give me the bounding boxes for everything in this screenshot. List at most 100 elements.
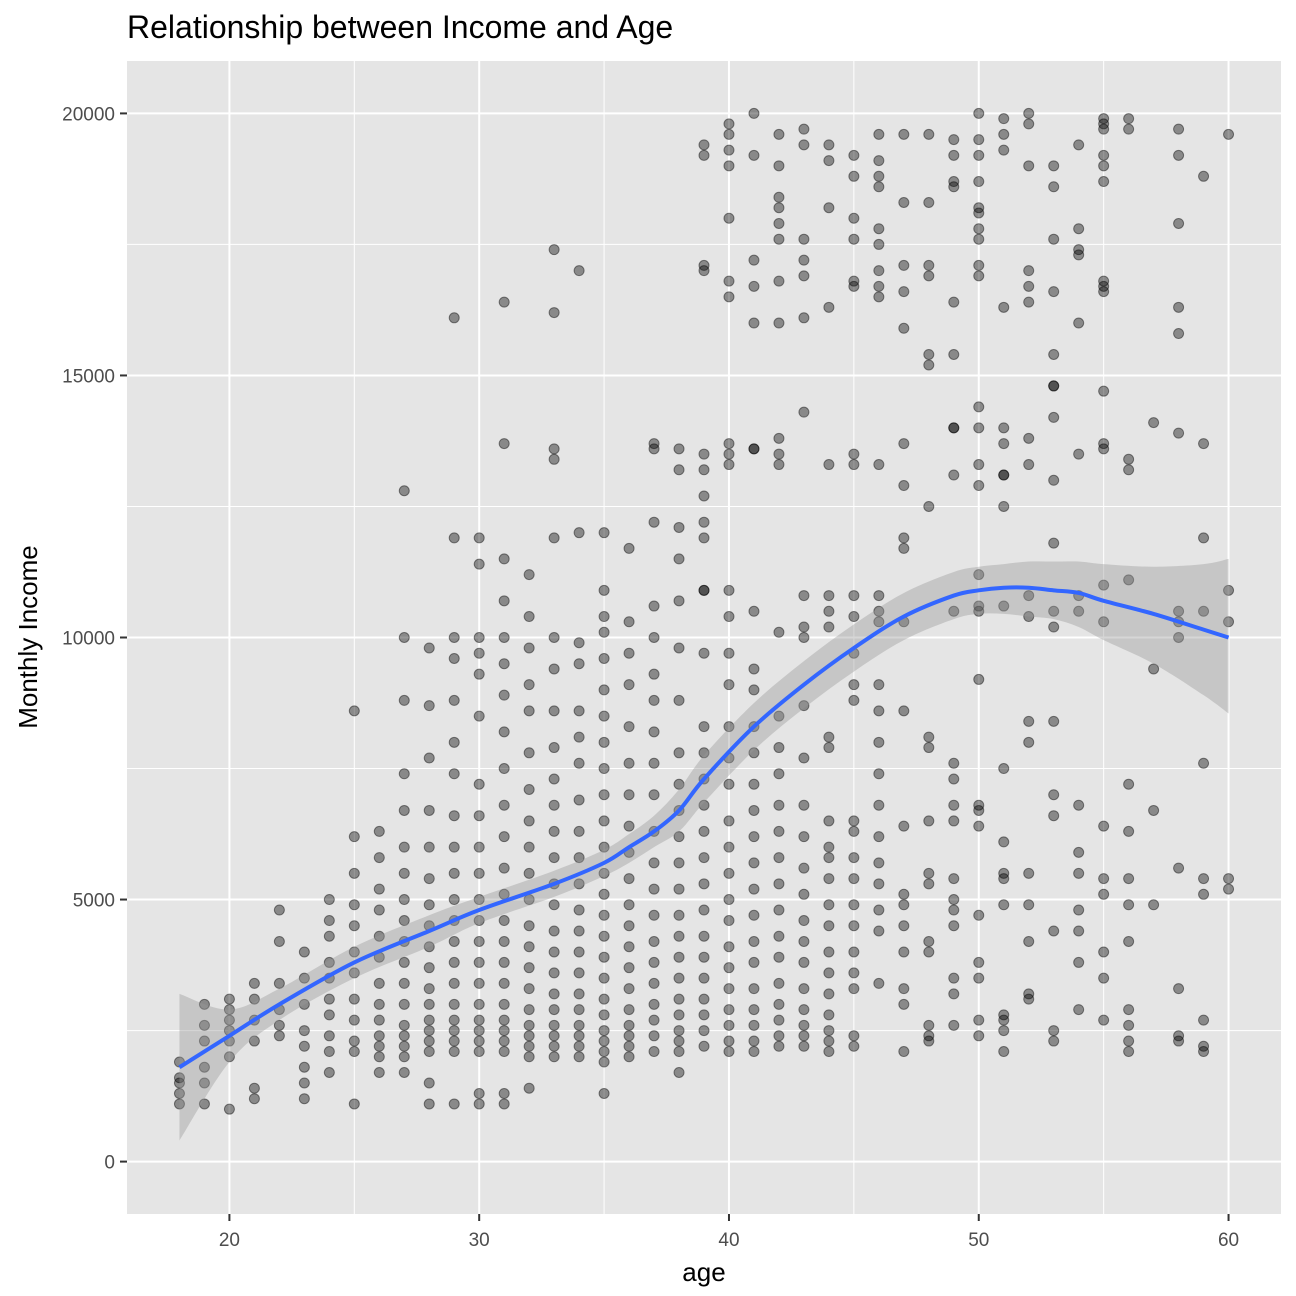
data-point bbox=[698, 149, 710, 161]
x-axis-title: age bbox=[682, 1257, 725, 1287]
data-point bbox=[648, 1046, 660, 1058]
data-point bbox=[1123, 1035, 1135, 1047]
data-point bbox=[848, 590, 860, 602]
data-point bbox=[298, 946, 310, 958]
data-point bbox=[998, 438, 1010, 450]
data-point bbox=[398, 1051, 410, 1063]
data-point bbox=[223, 993, 235, 1005]
data-point bbox=[723, 983, 735, 995]
data-point bbox=[498, 935, 510, 947]
data-point bbox=[1148, 899, 1160, 911]
data-point bbox=[273, 904, 285, 916]
data-point bbox=[273, 1030, 285, 1042]
data-point bbox=[473, 1035, 485, 1047]
data-point bbox=[323, 894, 335, 906]
data-point bbox=[648, 935, 660, 947]
data-point bbox=[448, 736, 460, 748]
data-point bbox=[1148, 663, 1160, 675]
data-point bbox=[798, 123, 810, 135]
data-point bbox=[723, 275, 735, 287]
data-point bbox=[1098, 820, 1110, 832]
data-point bbox=[848, 149, 860, 161]
data-point bbox=[648, 694, 660, 706]
data-point bbox=[398, 768, 410, 780]
data-point bbox=[323, 1066, 335, 1078]
data-point bbox=[873, 904, 885, 916]
data-point bbox=[698, 1040, 710, 1052]
data-point bbox=[373, 904, 385, 916]
data-point bbox=[448, 977, 460, 989]
data-point bbox=[348, 867, 360, 879]
major-gridlines bbox=[127, 61, 1281, 1214]
data-point bbox=[723, 584, 735, 596]
data-point bbox=[523, 569, 535, 581]
data-point bbox=[723, 647, 735, 659]
data-point bbox=[698, 584, 710, 596]
data-point bbox=[1048, 789, 1060, 801]
data-point bbox=[673, 694, 685, 706]
data-point bbox=[748, 1019, 760, 1031]
data-point bbox=[698, 852, 710, 864]
data-point bbox=[598, 652, 610, 664]
data-point bbox=[873, 616, 885, 628]
data-point bbox=[848, 825, 860, 837]
data-point bbox=[923, 500, 935, 512]
data-point bbox=[573, 794, 585, 806]
data-point bbox=[748, 857, 760, 869]
data-point bbox=[773, 825, 785, 837]
data-point bbox=[1198, 532, 1210, 544]
data-point bbox=[798, 799, 810, 811]
data-point bbox=[973, 909, 985, 921]
data-point bbox=[1048, 810, 1060, 822]
data-point bbox=[923, 867, 935, 879]
data-point bbox=[598, 626, 610, 638]
data-point bbox=[798, 621, 810, 633]
data-point bbox=[948, 972, 960, 984]
data-point bbox=[723, 815, 735, 827]
data-point bbox=[1073, 223, 1085, 235]
data-point bbox=[473, 532, 485, 544]
data-point bbox=[898, 197, 910, 209]
data-point bbox=[1073, 799, 1085, 811]
data-point bbox=[773, 977, 785, 989]
data-point bbox=[1073, 249, 1085, 261]
data-point bbox=[673, 595, 685, 607]
data-point bbox=[923, 270, 935, 282]
data-point bbox=[323, 1046, 335, 1058]
data-point bbox=[473, 647, 485, 659]
data-point bbox=[948, 1019, 960, 1031]
data-point bbox=[723, 915, 735, 927]
data-point bbox=[573, 988, 585, 1000]
data-point bbox=[823, 605, 835, 617]
data-point bbox=[673, 1025, 685, 1037]
data-point bbox=[998, 1025, 1010, 1037]
data-point bbox=[498, 553, 510, 565]
data-point bbox=[423, 804, 435, 816]
data-point bbox=[823, 1035, 835, 1047]
data-point bbox=[948, 920, 960, 932]
data-point bbox=[898, 438, 910, 450]
data-point bbox=[1098, 579, 1110, 591]
data-point bbox=[1048, 621, 1060, 633]
data-point bbox=[798, 956, 810, 968]
data-point bbox=[1098, 118, 1110, 130]
data-point bbox=[748, 909, 760, 921]
data-point bbox=[1073, 867, 1085, 879]
data-point bbox=[948, 176, 960, 188]
data-point bbox=[673, 747, 685, 759]
data-point bbox=[1123, 1019, 1135, 1031]
data-point bbox=[398, 1019, 410, 1031]
data-point bbox=[398, 1030, 410, 1042]
data-point bbox=[598, 1009, 610, 1021]
data-point bbox=[873, 238, 885, 250]
data-point bbox=[748, 107, 760, 119]
data-point bbox=[823, 815, 835, 827]
data-point bbox=[473, 935, 485, 947]
data-point bbox=[498, 915, 510, 927]
data-point bbox=[848, 899, 860, 911]
data-point bbox=[173, 1087, 185, 1099]
data-point bbox=[573, 946, 585, 958]
data-point bbox=[548, 925, 560, 937]
data-point bbox=[973, 569, 985, 581]
data-point bbox=[1048, 286, 1060, 298]
